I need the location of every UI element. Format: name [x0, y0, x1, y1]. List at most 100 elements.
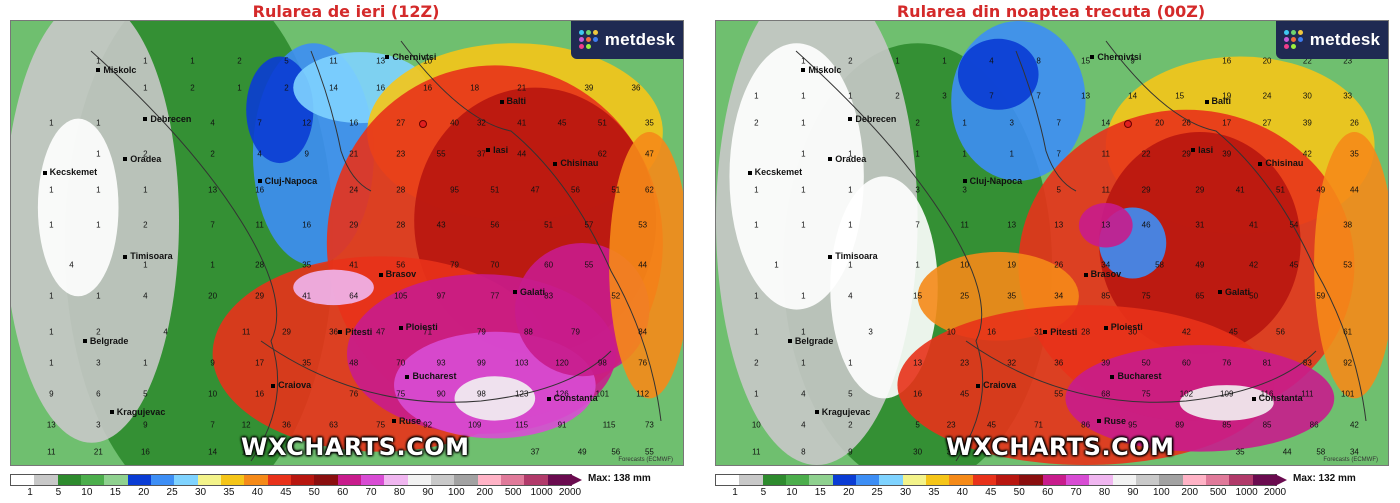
city-dot-icon [801, 68, 806, 73]
precip-value: 1 [801, 291, 806, 301]
precip-value: 29 [1181, 149, 1191, 159]
city-label: Timisoara [123, 251, 173, 262]
scale-swatch [407, 475, 431, 485]
precip-value: 44 [1349, 185, 1359, 195]
precip-value: 1 [49, 185, 54, 195]
scale-tick-label: 45 [280, 487, 292, 498]
city-label: Debrecen [848, 114, 896, 124]
city-name: Oradea [835, 153, 867, 164]
border-line [1015, 50, 1077, 192]
precip-value: 51 [544, 220, 554, 230]
city-dot-icon [546, 397, 551, 402]
precip-value: 5 [1056, 185, 1061, 195]
precip-blob [1314, 132, 1388, 399]
precip-value: 10 [946, 327, 956, 337]
city-name: Miskolc [103, 64, 137, 75]
precip-value: 58 [1155, 260, 1164, 270]
city-label: Belgrade [82, 336, 128, 346]
city-dot-icon [962, 179, 967, 184]
border-line [965, 340, 1317, 403]
city-name: Pitesti [1050, 326, 1078, 337]
city-name: Debrecen [855, 113, 897, 124]
precip-value: 1 [801, 220, 806, 230]
precip-value: 39 [1302, 118, 1312, 128]
precip-value: 34 [1054, 291, 1064, 301]
precip-value: 85 [1222, 420, 1232, 430]
panel-title: Rularea de ieri (12Z) [252, 2, 440, 21]
precip-value: 1 [49, 327, 54, 337]
city-label: Pitesti [1043, 327, 1077, 337]
city-dot-icon [1103, 325, 1108, 330]
city-label: Kragujevac [814, 406, 871, 417]
precip-value: 23 [946, 420, 956, 430]
city-label: Miskolc [96, 65, 136, 75]
precip-value: 30 [1128, 327, 1138, 337]
city-name: Ploiesti [405, 322, 438, 333]
precip-value: 4 [143, 291, 148, 301]
city-name: Miskolc [808, 64, 842, 75]
precip-value: 47 [530, 185, 540, 195]
precip-value: 105 [394, 291, 408, 301]
scale-swatch [1252, 475, 1276, 485]
precip-map[interactable]: 1 1 1 2 5 11 13 10 1 2 1 2 14 16 16 18 21 39 36 1 1 4 7 12 16 27 4… [10, 20, 684, 466]
scale-swatch [1019, 475, 1043, 485]
precip-value: 1 [96, 291, 101, 301]
scale-swatch [785, 475, 810, 485]
city-name: Iasi [493, 144, 509, 155]
city-name: Timisoara [130, 251, 173, 262]
precip-value: 71 [1034, 420, 1043, 430]
scale-swatch [454, 475, 478, 485]
precip-value: 9 [1130, 56, 1135, 66]
color-scale-legend: Max: 138 mm 1 5 10 15 20 25 30 35 40 45 50 60 70 80 90… [10, 470, 682, 503]
precip-value: 20 [1262, 56, 1272, 66]
city-dot-icon [1097, 419, 1102, 424]
precip-value: 77 [490, 291, 500, 301]
precip-value: 1 [143, 56, 148, 66]
precip-value: 36 [282, 420, 291, 430]
precip-value: 1 [801, 358, 806, 368]
precip-value: 49 [1316, 185, 1326, 195]
precip-value: 97 [436, 291, 446, 301]
precip-value: 13 [1081, 91, 1091, 101]
precip-value: 1 [754, 389, 759, 399]
scale-swatch [1229, 475, 1253, 485]
city-name: Craiova [278, 380, 312, 391]
precip-map[interactable]: 1 2 1 1 4 8 15 9 16 20 22 23 1 1 1 2 3 7 7 13 14 15 19 24 30 33 2 1… [715, 20, 1389, 466]
precip-value: 56 [571, 185, 580, 195]
city-label: Balti [499, 96, 526, 106]
precip-value: 45 [1289, 260, 1299, 270]
precip-value: 1 [210, 260, 215, 270]
scale-swatch [127, 475, 151, 485]
city-label: Ruse [1097, 416, 1126, 426]
scale-swatch [244, 475, 268, 485]
precip-value: 20 [208, 291, 218, 301]
precip-value: 1 [49, 118, 54, 128]
precip-value: 50 [1249, 291, 1259, 301]
city-name: Debrecen [150, 113, 192, 124]
scale-swatch [174, 475, 198, 485]
scale-tick-label: 5 [760, 487, 767, 498]
precip-value: 54 [1289, 220, 1299, 230]
precip-value: 30 [946, 447, 956, 457]
scale-swatch [360, 475, 385, 485]
city-dot-icon [828, 254, 833, 259]
precip-value: 3 [915, 185, 920, 195]
precip-value: 7 [1036, 91, 1041, 101]
city-name: Kragujevac [821, 406, 871, 417]
precip-value: 41 [1249, 220, 1259, 230]
precip-value: 115 [515, 420, 529, 430]
precip-value: 29 [255, 291, 265, 301]
precip-value: 1 [143, 260, 148, 270]
precip-value: 29 [1141, 185, 1151, 195]
scale-swatch [995, 475, 1020, 485]
city-label: Belgrade [787, 336, 833, 346]
precip-value: 1 [754, 291, 759, 301]
precip-value: 16 [376, 83, 386, 93]
scale-tick-label: 60 [1042, 487, 1054, 498]
panel-title: Rularea din noaptea trecuta (00Z) [896, 2, 1206, 21]
precip-value: 5 [284, 56, 289, 66]
scale-swatch [739, 475, 763, 485]
watermark: WXCHARTS.COM [946, 433, 1175, 461]
precip-value: 4 [257, 149, 262, 159]
precip-value: 40 [450, 118, 459, 128]
